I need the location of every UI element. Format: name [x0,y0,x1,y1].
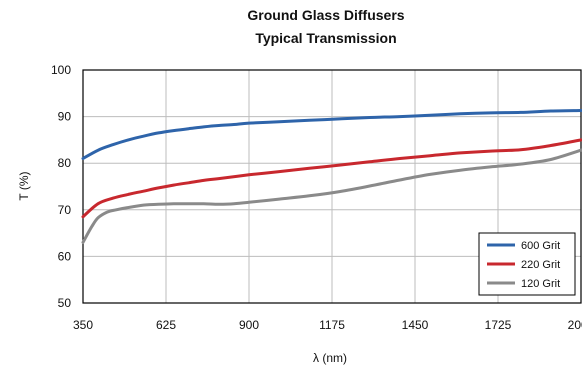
y-axis-label: T (%) [17,171,31,200]
y-tick-label: 100 [51,63,71,77]
x-tick-label: 1725 [485,318,512,332]
y-tick-label: 80 [58,156,72,170]
y-tick-label: 60 [58,249,72,263]
x-tick-label: 625 [156,318,176,332]
y-tick-label: 90 [58,110,72,124]
legend-label-600-grit: 600 Grit [521,240,560,252]
legend-label-120-grit: 120 Grit [521,278,560,290]
chart-title: Ground Glass Diffusers [247,7,404,23]
legend: 600 Grit 220 Grit 120 Grit [478,232,576,296]
y-tick-label: 50 [58,296,72,310]
x-tick-label: 900 [239,318,259,332]
x-tick-label: 350 [73,318,93,332]
x-tick-label: 2000 [568,318,582,332]
x-tick-label: 1175 [319,318,345,332]
y-tick-label: 70 [58,203,72,217]
series-line-120-grit [81,148,582,244]
series-lines [81,109,582,244]
series-line-220-grit [81,138,582,219]
plot-frame [82,69,582,304]
chart-subtitle: Typical Transmission [255,30,396,46]
legend-label-220-grit: 220 Grit [521,259,560,271]
y-tick-labels: 50 60 70 80 90 100 [51,63,71,310]
x-tick-label: 1450 [402,318,429,332]
series-line-600-grit [81,109,582,160]
x-axis-label: λ (nm) [313,351,347,365]
x-tick-labels: 350 625 900 1175 1450 1725 2000 [73,318,582,332]
